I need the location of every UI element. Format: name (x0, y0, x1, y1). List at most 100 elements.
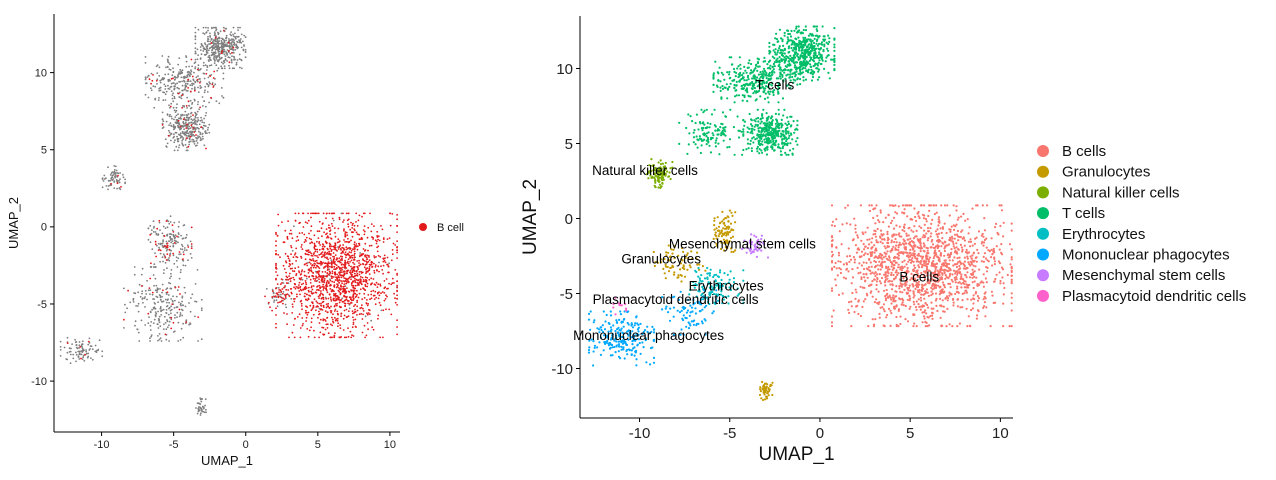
data-point (931, 314, 934, 317)
data-point (898, 241, 901, 244)
data-point (992, 249, 995, 252)
data-point (190, 121, 193, 124)
x-tick-label: 10 (992, 425, 1009, 442)
data-point (194, 123, 197, 125)
data-point (939, 269, 942, 272)
data-point (875, 280, 879, 283)
data-point (153, 263, 156, 266)
data-point (391, 282, 394, 285)
data-point (329, 310, 332, 312)
data-point (935, 211, 938, 214)
data-point (704, 269, 707, 272)
data-point (205, 411, 207, 414)
data-point (325, 241, 328, 244)
data-point (920, 226, 923, 229)
data-point (288, 336, 290, 339)
data-point (68, 351, 71, 353)
data-point (137, 310, 140, 313)
data-point (170, 275, 173, 278)
data-point (971, 244, 974, 247)
data-point (297, 239, 300, 242)
data-point (847, 301, 851, 304)
data-point (171, 229, 174, 232)
data-point (210, 59, 212, 62)
data-point (318, 336, 320, 339)
data-point (357, 219, 360, 222)
data-point (966, 252, 969, 255)
data-point (343, 283, 346, 285)
data-point (383, 299, 386, 302)
data-point (168, 248, 171, 251)
data-point (275, 233, 277, 236)
data-point (211, 26, 213, 29)
data-point (166, 246, 169, 249)
data-point (954, 281, 957, 284)
data-point (327, 332, 330, 335)
data-point (329, 296, 332, 299)
data-point (369, 298, 371, 301)
data-point (991, 253, 994, 256)
data-point (895, 233, 898, 236)
data-point (345, 282, 348, 285)
data-point (379, 284, 382, 287)
data-point (301, 232, 304, 234)
data-point (356, 272, 359, 275)
data-point (874, 248, 878, 252)
data-point (925, 220, 928, 223)
data-point (893, 267, 896, 270)
data-point (921, 236, 924, 239)
data-point (286, 237, 289, 239)
data-point (202, 407, 205, 410)
data-point (204, 43, 207, 46)
data-point (879, 256, 883, 259)
data-point (340, 280, 343, 283)
data-point (901, 204, 905, 207)
data-point (160, 78, 163, 81)
data-point (890, 271, 893, 274)
data-point (890, 312, 893, 315)
data-point (892, 234, 896, 237)
data-point (890, 239, 893, 242)
data-point (202, 61, 205, 64)
data-point (190, 257, 193, 259)
x-axis-title: UMAP_1 (758, 444, 834, 465)
data-point (163, 315, 166, 318)
data-point (158, 246, 160, 249)
data-point (396, 297, 398, 300)
data-point (154, 98, 157, 101)
data-point (140, 285, 143, 287)
data-point (309, 304, 312, 307)
data-point (713, 219, 716, 222)
data-point (290, 232, 293, 235)
data-point (165, 338, 168, 341)
data-point (236, 41, 239, 44)
data-point (215, 55, 217, 57)
data-point (169, 239, 172, 241)
data-point (275, 307, 277, 310)
data-point (894, 277, 897, 280)
data-point (350, 336, 353, 339)
data-point (886, 245, 889, 248)
data-point (218, 56, 221, 59)
data-point (212, 51, 215, 54)
data-point (839, 260, 842, 263)
data-point (354, 303, 357, 306)
data-point (153, 284, 155, 287)
data-point (878, 280, 882, 283)
data-point (922, 293, 925, 296)
data-point (320, 261, 323, 263)
data-point (959, 243, 963, 246)
data-point (860, 264, 864, 267)
data-point (101, 178, 104, 181)
data-point (905, 254, 909, 258)
data-point (72, 357, 75, 360)
data-point (343, 285, 345, 288)
data-point (721, 220, 724, 223)
data-point (339, 273, 341, 276)
data-point (879, 236, 882, 239)
data-point (197, 28, 200, 31)
data-point (339, 288, 342, 290)
data-point (886, 236, 890, 239)
data-point (179, 339, 182, 341)
data-point (307, 272, 310, 274)
